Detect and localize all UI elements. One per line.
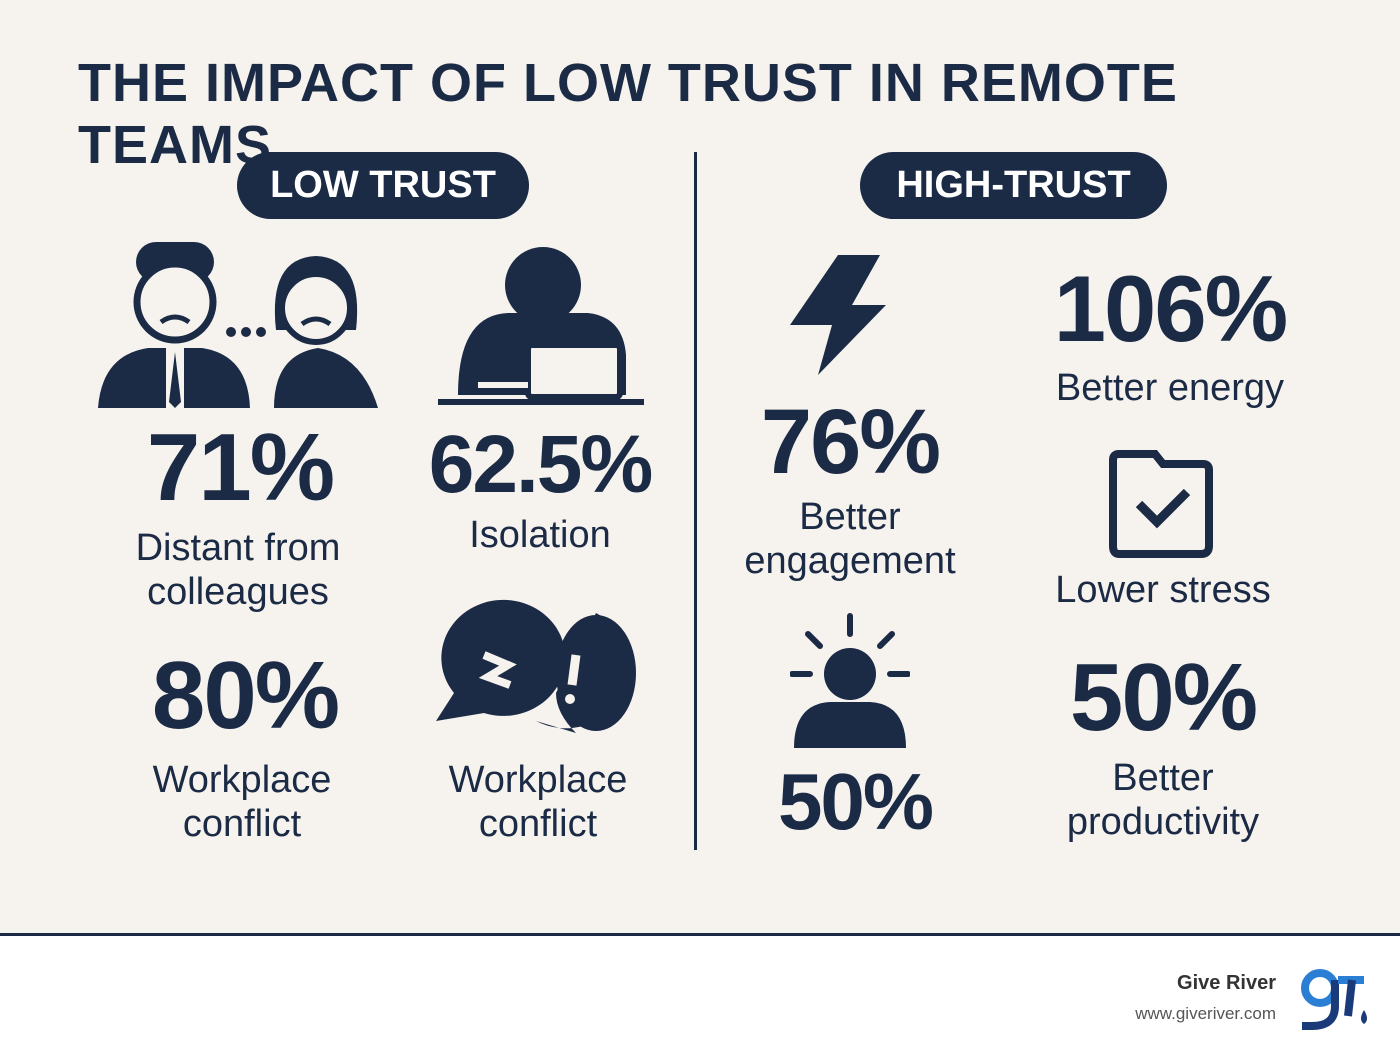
stat-value: 50% bbox=[1069, 644, 1258, 751]
stat-label: Isolation bbox=[469, 514, 611, 556]
colleagues-icon bbox=[98, 242, 378, 408]
divider bbox=[694, 152, 697, 850]
stat-label: Workplace conflict bbox=[152, 759, 332, 845]
stat-label: Better energy bbox=[1055, 367, 1285, 409]
energy-icon bbox=[790, 255, 886, 375]
stat-label: Better engagement bbox=[744, 496, 956, 582]
section-label: LOW TRUST bbox=[237, 152, 529, 219]
stat-value: 71% bbox=[146, 414, 335, 521]
stat-label: Lower stress bbox=[1055, 569, 1271, 611]
stat-label: Workplace conflict bbox=[448, 759, 628, 845]
brand-logo bbox=[1301, 969, 1367, 1030]
isolation-icon bbox=[438, 247, 644, 405]
stat-label: Better productivity bbox=[1066, 757, 1260, 843]
stat-value: 50% bbox=[777, 757, 934, 846]
title: THE IMPACT OF LOW TRUST IN REMOTE TEAMS bbox=[78, 53, 1178, 175]
stress-icon bbox=[1109, 450, 1213, 558]
wellbeing-icon bbox=[790, 613, 910, 748]
stat-label: Distant from colleagues bbox=[135, 527, 341, 613]
stat-value: 80% bbox=[151, 642, 340, 749]
brand-url: www.giveriver.com bbox=[1135, 1004, 1276, 1023]
section-label: HIGH-TRUST bbox=[860, 152, 1167, 219]
brand-name: Give River bbox=[1177, 972, 1276, 994]
stat-value: 106% bbox=[1053, 256, 1288, 361]
conflict-icon bbox=[436, 599, 636, 733]
stat-value: 76% bbox=[760, 391, 941, 493]
footer: Give River www.giveriver.com bbox=[0, 933, 1400, 1052]
stat-value: 62.5% bbox=[428, 419, 654, 510]
